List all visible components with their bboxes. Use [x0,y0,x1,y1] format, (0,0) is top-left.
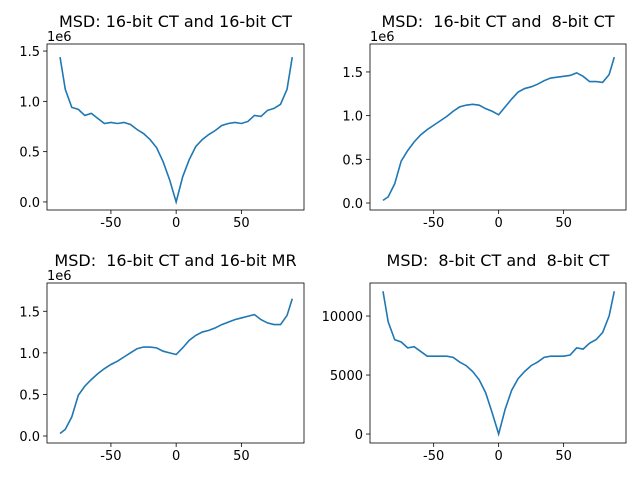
data-line [59,298,294,435]
x-tick-label: 0 [172,449,180,464]
x-tick-label: -50 [423,216,444,231]
y-tick-label: 0.0 [19,430,40,445]
y-tick-label: 0.0 [19,196,40,211]
axes-frame [369,282,627,444]
x-tick-label: -50 [100,216,121,231]
axes-frame [46,282,305,444]
x-tick-label: 50 [555,216,572,231]
subplot-title: MSD: 16-bit CT and 8-bit CT [381,12,614,31]
x-tick-label: -50 [100,449,121,464]
y-tick-label: 0 [355,428,363,443]
y-tick-label: 0.5 [19,146,40,161]
y-tick-label: 1.0 [342,110,363,125]
x-tick-label: 50 [555,449,572,464]
y-tick-label: 5000 [330,369,363,384]
axes-frame [46,43,305,211]
data-line [59,56,294,205]
subplot-title: MSD: 16-bit CT and 16-bit CT [59,12,292,31]
x-tick-label: -50 [423,449,444,464]
offset-text: 1e6 [47,30,72,45]
data-line [382,291,616,437]
x-tick-label: 0 [172,216,180,231]
x-tick-label: 0 [495,216,503,231]
offset-text: 1e6 [47,269,72,284]
y-tick-label: 1.5 [19,305,40,320]
y-tick-label: 10000 [322,310,363,325]
x-tick-label: 50 [233,216,250,231]
offset-text: 1e6 [370,30,395,45]
y-tick-label: 0.5 [19,388,40,403]
subplot-title: MSD: 16-bit CT and 16-bit MR [54,251,296,270]
y-tick-label: 1.0 [19,95,40,110]
axes-frame [369,43,627,211]
y-tick-label: 1.5 [19,45,40,60]
data-line [382,56,616,202]
subplot-title: MSD: 8-bit CT and 8-bit CT [387,251,610,270]
x-tick-label: 0 [495,449,503,464]
y-tick-label: 1.0 [19,347,40,362]
y-tick-label: 1.5 [342,66,363,81]
y-tick-label: 0.5 [342,153,363,168]
x-tick-label: 50 [233,449,250,464]
y-tick-label: 0.0 [342,197,363,212]
